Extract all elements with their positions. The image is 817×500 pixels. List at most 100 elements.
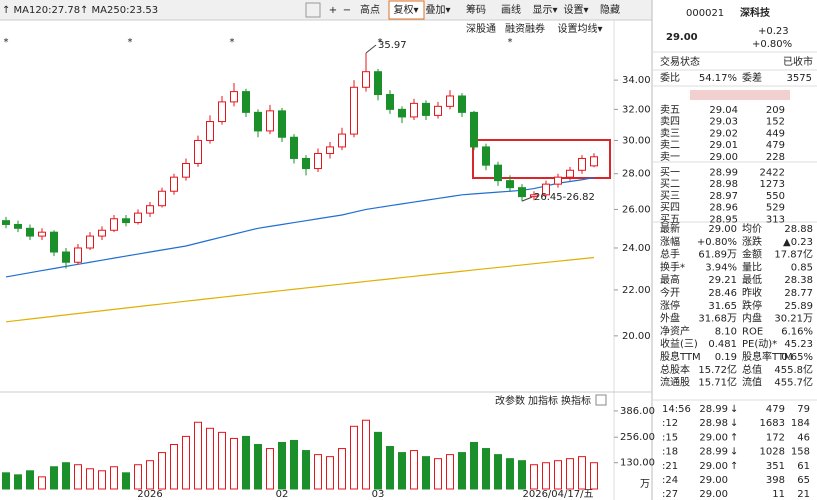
x-label: 2026 [137,489,162,500]
stat-value: 28.46 [708,288,737,299]
candle-body [26,227,34,237]
toolbar-button[interactable]: 隐藏 [600,4,620,16]
toolbar-button[interactable]: 画线 [501,3,521,16]
vol-bar [494,454,502,490]
candle-body [110,218,118,231]
y-tick-label: 30.00 [622,135,651,146]
sub-button[interactable]: 深股通 [466,23,496,35]
vol-bar [542,462,550,490]
annotation: 35.97 [378,40,407,51]
tick-price: 28.98 [699,418,728,429]
book-price: 29.00 [709,152,738,163]
stat-label: 收益(三) [660,337,698,350]
candle-body [530,194,538,198]
diff-label: 委差 [742,71,762,84]
vol-bar [362,419,370,490]
stat-label: 涨幅 [660,235,680,248]
stat-label: 涨跌 [742,235,762,248]
indicator-button[interactable]: 换指标 [561,394,591,407]
sub-button[interactable]: 融资融券 [505,22,545,35]
candle-body [386,94,394,110]
stat-value: 15.71亿 [698,376,737,389]
book-volume: 529 [766,203,785,214]
zoom-in-icon[interactable]: + [329,5,337,16]
vol-bar [218,431,226,490]
candle-body [554,176,562,185]
book-label: 买四 [660,202,680,214]
stat-value: 31.65 [708,301,737,312]
tick-time: :18 [662,447,678,458]
candle-body [182,162,190,178]
stat-label: 最新 [660,222,680,235]
candle-body [302,157,310,170]
book-volume: 1273 [760,179,785,190]
candle-body [506,180,514,189]
book-volume: 228 [766,152,785,163]
indicator-button[interactable]: 加指标 [528,394,558,407]
tick-volume: 1683 [760,418,785,429]
stat-value: 0.481 [708,339,737,350]
tick-price: 29.00 [699,475,728,486]
vol-bar [338,448,346,490]
diff: 3575 [787,73,812,84]
vol-bar [590,462,598,490]
close-icon[interactable] [595,394,607,406]
toolbar-button[interactable]: 设置▾ [563,4,588,16]
book-price: 28.95 [709,214,738,225]
vol-bar [578,456,586,490]
candle-body [278,110,286,138]
candle-body [62,251,70,263]
stat-value: 17.87亿 [774,248,813,261]
candle-body [326,146,334,154]
toolbar-button[interactable]: 显示▾ [532,4,557,16]
tick-dir: ↓ [730,447,738,458]
tick-volume: 398 [766,475,785,486]
vol-bar [530,464,538,490]
stat-value: 8.10 [715,326,737,337]
stat-label: 最低 [742,273,762,286]
book-label: 买三 [660,190,680,202]
candle-body [362,71,370,88]
toolbar-button[interactable]: 高点 [360,3,380,16]
candle-body [254,111,262,132]
vol-bar [470,441,478,490]
icon-button[interactable] [305,2,321,18]
stock-code: 000021 [686,8,724,19]
vol-bar [158,452,166,490]
y-tick-label: 24.00 [622,243,651,254]
toolbar-button[interactable]: 叠加▾ [425,4,450,16]
candle-body [542,183,550,196]
vol-bar [554,460,562,490]
x-label: 02 [276,489,289,500]
vol-bar [518,460,526,490]
stock-name: 深科技 [740,6,771,19]
active-button-frame [388,0,425,20]
stat-value: 6.16% [781,326,813,337]
vol-tick-label: 130.00 [620,458,655,469]
candle-body [314,152,322,170]
book-price: 28.96 [709,203,738,214]
sub-button[interactable]: 设置均线▾ [557,22,602,35]
indicator-button[interactable]: 改参数 [495,394,525,407]
stat-label: 股息率TTM [742,350,793,363]
tick-count: 61 [797,461,810,472]
stat-value: 28.38 [784,275,813,286]
zoom-out-icon[interactable]: − [343,5,351,16]
candle-body [86,235,94,249]
stat-value: 0.19 [715,352,737,363]
tick-count: 158 [791,447,810,458]
stat-label: 最高 [660,273,680,286]
book-volume: 550 [766,191,785,202]
ma-label: ↑ MA120:27.78 [2,5,80,16]
vol-bar [242,435,250,490]
stat-label: 昨收 [742,286,762,299]
stat-value: 30.21万 [774,314,813,325]
stat-label: 总值 [742,363,762,376]
vol-bar [446,454,454,490]
toolbar-button[interactable]: 复权▾ [393,3,418,16]
candle-body [206,121,214,141]
toolbar-button[interactable]: 筹码 [466,3,486,16]
annotation: 26.45-26.82 [534,192,595,203]
book-price: 28.97 [709,191,738,202]
